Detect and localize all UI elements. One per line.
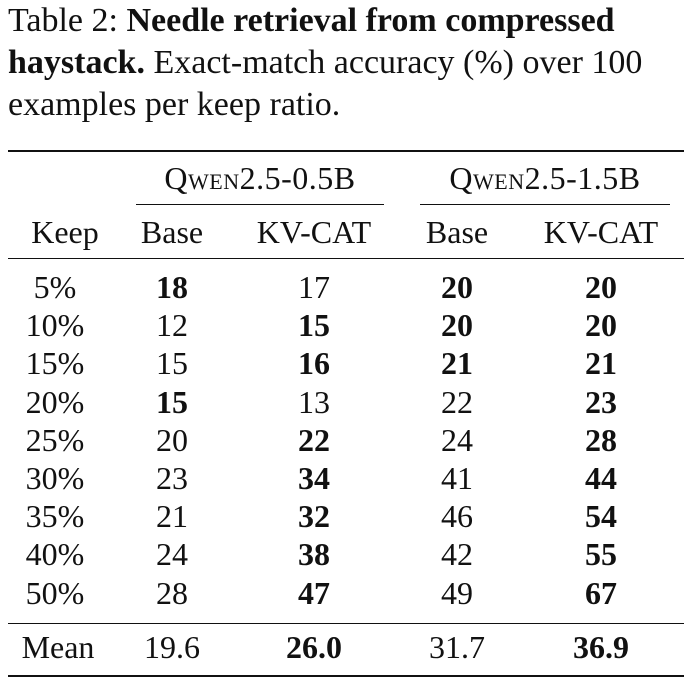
value-cell-kvcat-0-5b: 34 — [298, 460, 330, 496]
value-cell-base-0-5b: 15 — [156, 384, 188, 420]
keep-cell: 15% — [25, 345, 85, 381]
value-cell-base-1-5b: 42 — [441, 536, 473, 572]
keep-cell: 50% — [25, 575, 85, 611]
value-cell-base-0-5b: 24 — [156, 536, 188, 572]
value-cell-kvcat-0-5b: 15 — [298, 307, 330, 343]
value-cell-kvcat-1-5b: 21 — [585, 345, 617, 381]
value-cell-kvcat-0-5b: 32 — [298, 498, 330, 534]
value-cell-kvcat-1-5b: 44 — [585, 460, 617, 496]
value-cell-kvcat-1-5b: 55 — [585, 536, 617, 572]
value-cell-kvcat-0-5b: 47 — [298, 575, 330, 611]
value-cell-base-1-5b: 46 — [441, 498, 473, 534]
caption-label: Table 2: — [8, 2, 118, 39]
caption-text: Exact-match accuracy (%) over 100 exampl… — [8, 44, 643, 123]
keep-cell: 20% — [25, 384, 85, 420]
column-header-base-0-5b: Base — [140, 214, 204, 250]
value-cell-base-1-5b: 22 — [441, 384, 473, 420]
value-cell-base-0-5b: 18 — [156, 269, 188, 305]
mean-cell-base-1-5b: 31.7 — [429, 629, 485, 665]
mean-cell-kvcat-1-5b: 36.9 — [573, 629, 629, 665]
keep-cell: 35% — [25, 498, 85, 534]
mean-label: Mean — [21, 629, 95, 665]
mean-rule — [8, 623, 684, 625]
group-header-qwen-0-5b: Qwen2.5-0.5B — [164, 160, 356, 196]
keep-cell: 10% — [25, 307, 85, 343]
value-cell-kvcat-1-5b: 23 — [585, 384, 617, 420]
value-cell-kvcat-1-5b: 28 — [585, 422, 617, 458]
group-rule-qwen-1-5b — [420, 204, 670, 206]
value-cell-kvcat-0-5b: 13 — [298, 384, 330, 420]
value-cell-base-1-5b: 21 — [441, 345, 473, 381]
top-rule — [8, 150, 684, 152]
value-cell-kvcat-1-5b: 67 — [585, 575, 617, 611]
value-cell-base-0-5b: 28 — [156, 575, 188, 611]
value-cell-base-0-5b: 15 — [156, 345, 188, 381]
mean-cell-base-0-5b: 19.6 — [144, 629, 200, 665]
column-header-keep: Keep — [31, 214, 99, 250]
column-header-kvcat-1-5b: KV-CAT — [543, 214, 659, 250]
value-cell-base-0-5b: 21 — [156, 498, 188, 534]
value-cell-kvcat-0-5b: 22 — [298, 422, 330, 458]
mean-cell-kvcat-0-5b: 26.0 — [286, 629, 342, 665]
keep-cell: 40% — [25, 536, 85, 572]
header-rule — [8, 258, 684, 260]
group-header-qwen-1-5b: Qwen2.5-1.5B — [449, 160, 641, 196]
value-cell-kvcat-0-5b: 17 — [298, 269, 330, 305]
value-cell-base-0-5b: 12 — [156, 307, 188, 343]
value-cell-base-1-5b: 49 — [441, 575, 473, 611]
value-cell-kvcat-1-5b: 54 — [585, 498, 617, 534]
value-cell-base-1-5b: 20 — [441, 307, 473, 343]
value-cell-base-1-5b: 24 — [441, 422, 473, 458]
group-rule-qwen-0-5b — [136, 204, 384, 206]
value-cell-base-0-5b: 23 — [156, 460, 188, 496]
value-cell-base-0-5b: 20 — [156, 422, 188, 458]
table-caption: Table 2: Needle retrieval from compresse… — [8, 0, 684, 126]
keep-cell: 25% — [25, 422, 85, 458]
value-cell-kvcat-0-5b: 38 — [298, 536, 330, 572]
value-cell-kvcat-0-5b: 16 — [298, 345, 330, 381]
bottom-rule — [8, 675, 684, 677]
value-cell-base-1-5b: 20 — [441, 269, 473, 305]
keep-cell: 30% — [25, 460, 85, 496]
column-header-base-1-5b: Base — [425, 214, 489, 250]
keep-cell: 5% — [33, 269, 77, 305]
value-cell-kvcat-1-5b: 20 — [585, 307, 617, 343]
caption-title: Needle retrieval from compressed haystac… — [8, 2, 615, 81]
value-cell-kvcat-1-5b: 20 — [585, 269, 617, 305]
value-cell-base-1-5b: 41 — [441, 460, 473, 496]
column-header-kvcat-0-5b: KV-CAT — [256, 214, 372, 250]
